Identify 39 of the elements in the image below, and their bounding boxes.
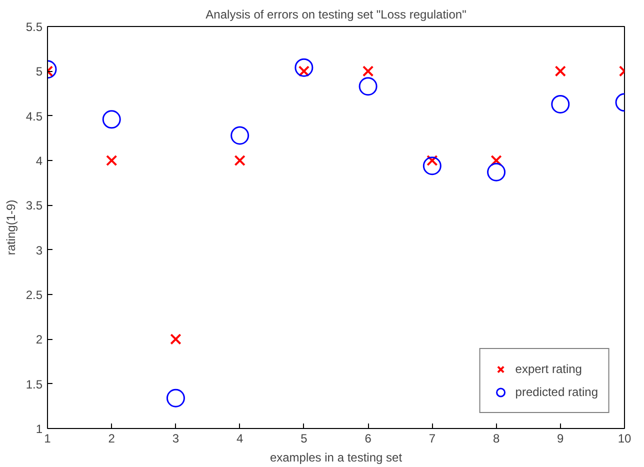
legend-label: predicted rating <box>515 385 598 399</box>
x-tick-label: 3 <box>172 432 180 446</box>
y-tick-label: 5.5 <box>26 20 43 34</box>
y-tick-label: 1.5 <box>26 377 43 392</box>
point <box>170 334 182 345</box>
point <box>102 110 121 129</box>
point <box>294 58 314 77</box>
y-axis-title: rating(1-9) <box>4 200 18 256</box>
point <box>230 126 250 145</box>
point <box>362 66 374 77</box>
point <box>490 154 502 166</box>
x-tick-label: 1 <box>44 432 52 446</box>
point <box>106 154 118 166</box>
x-tick-label: 10 <box>618 432 632 446</box>
y-tick-label: 4.5 <box>26 109 43 124</box>
point <box>554 66 566 77</box>
y-tick-label: 5 <box>36 64 43 79</box>
point <box>166 388 185 408</box>
point <box>358 77 378 96</box>
y-tick-label: 2 <box>36 332 43 347</box>
x-tick-label: 7 <box>428 432 436 446</box>
x-tick-label: 4 <box>236 432 244 446</box>
point <box>551 94 570 114</box>
x-tick-label: 5 <box>300 432 308 446</box>
x-tick-label: 9 <box>557 432 564 446</box>
chart-title: Analysis of errors on testing set "Loss regulation" <box>206 8 466 22</box>
point <box>487 162 506 182</box>
y-tick-label: 4 <box>36 154 43 168</box>
point <box>234 154 246 166</box>
y-tick-label: 3.5 <box>26 198 43 213</box>
x-tick-label: 2 <box>108 432 116 446</box>
y-tick-label: 3 <box>36 243 43 258</box>
point <box>422 156 442 176</box>
x-tick-label: 6 <box>364 432 372 446</box>
x-tick-label: 8 <box>492 432 500 446</box>
x-axis-title: examples in a testing set <box>270 450 403 464</box>
y-tick-label: 1 <box>36 422 43 436</box>
y-tick-label: 2.5 <box>26 288 43 302</box>
legend-label: expert rating <box>515 362 582 376</box>
